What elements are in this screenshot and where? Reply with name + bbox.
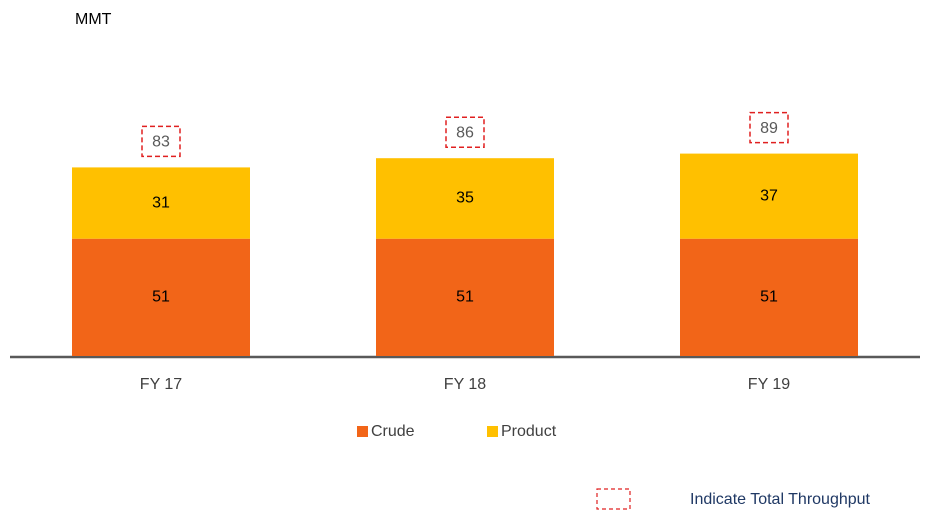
total-box: [749, 111, 789, 144]
unit-label: MMT: [75, 11, 112, 28]
note-icon: [596, 488, 631, 510]
x-tick-label: FY 18: [444, 376, 487, 393]
total-box: [445, 116, 485, 148]
legend-swatch: [357, 426, 368, 437]
legend-label: Crude: [371, 423, 415, 440]
total-label: 83: [152, 134, 170, 151]
bar-segment: [376, 158, 554, 239]
legend-swatch: [487, 426, 498, 437]
bar-segment: [72, 238, 250, 356]
bar-segment: [680, 153, 858, 239]
value-label: 31: [152, 194, 170, 211]
total-box: [141, 125, 181, 158]
value-label: 37: [760, 187, 778, 204]
legend-label: Product: [501, 423, 557, 440]
x-tick-label: FY 17: [140, 376, 183, 393]
value-label: 51: [760, 289, 778, 306]
bar-segment: [376, 238, 554, 356]
x-tick-label: FY 19: [748, 376, 791, 393]
total-label: 86: [456, 124, 474, 141]
bar-segment: [72, 167, 250, 239]
value-label: 51: [456, 289, 474, 306]
value-label: 35: [456, 190, 474, 207]
note-text: Indicate Total Throughput: [690, 491, 871, 508]
value-label: 51: [152, 289, 170, 306]
total-label: 89: [760, 120, 778, 137]
bar-segment: [680, 238, 858, 356]
